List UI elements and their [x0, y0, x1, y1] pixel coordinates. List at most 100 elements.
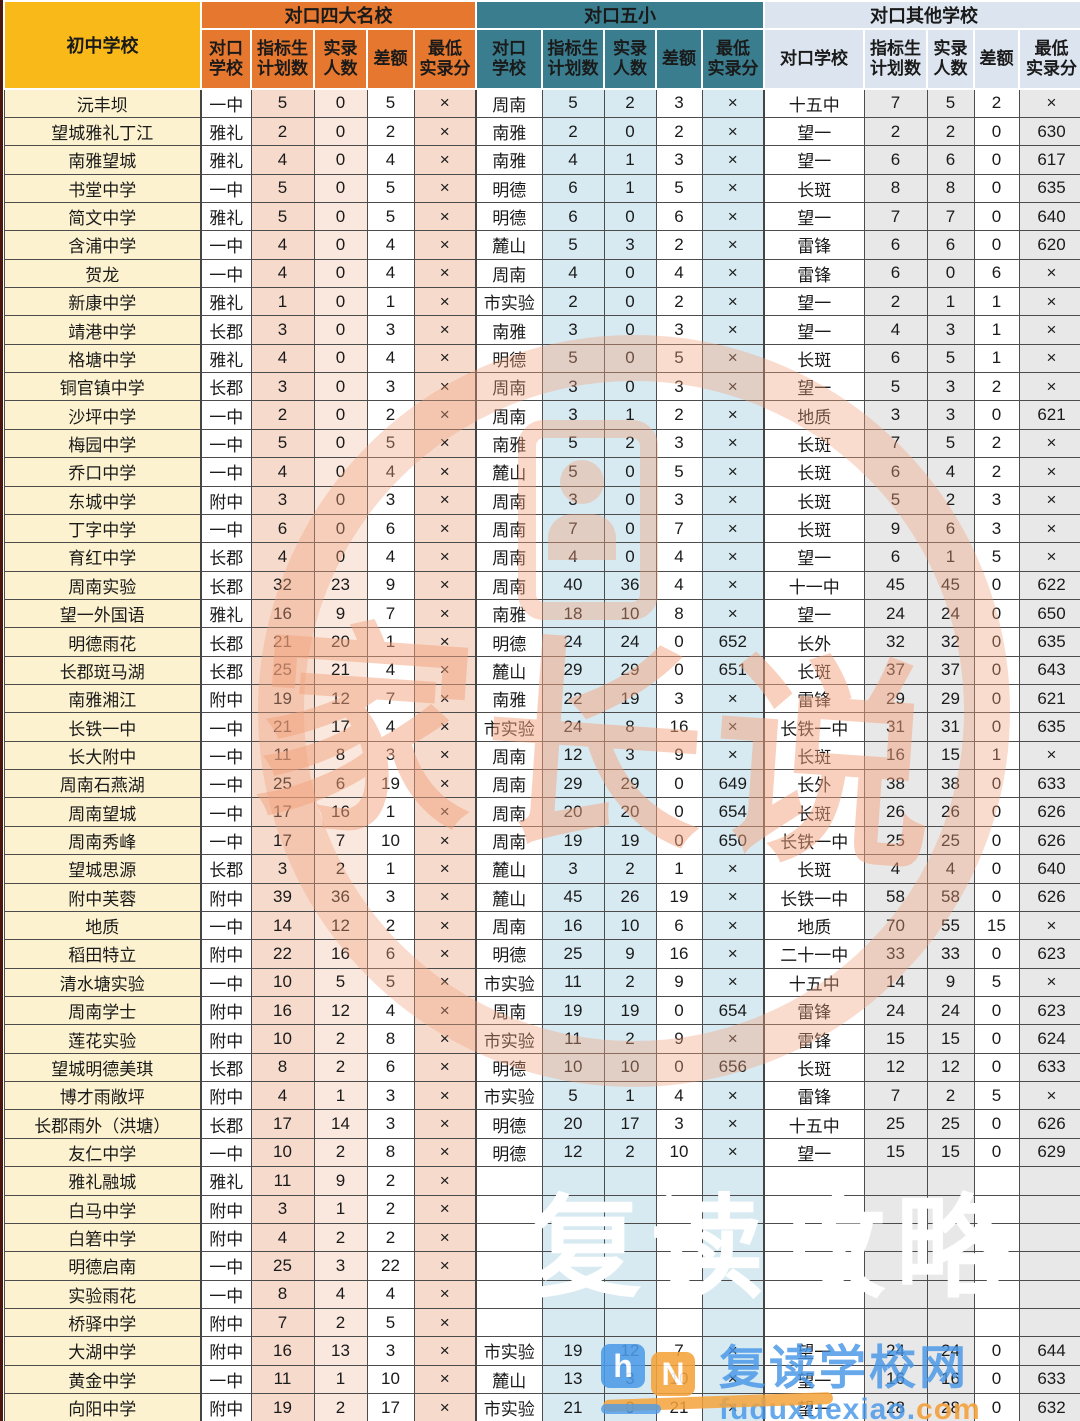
cell: 620	[1018, 230, 1080, 260]
cell: 地质	[763, 910, 865, 941]
cell: 0	[655, 627, 703, 657]
cell: 2	[366, 1194, 415, 1224]
cell: 33	[926, 939, 975, 969]
cell: 0	[973, 173, 1020, 203]
school-name: 桥驿中学	[3, 1307, 202, 1338]
table-row: 南雅湘江 附中 19 12 7 × 南雅 22 19 3 × 雷锋 29 29 0 621	[3, 684, 1080, 714]
cell: 3	[250, 485, 315, 515]
cell: 2	[973, 372, 1020, 402]
table-row: 长铁一中 一中 21 17 4 × 市实验 24 8 16 × 长铁一中 31 31 0 635	[3, 712, 1080, 742]
cell: 0	[973, 627, 1020, 657]
table-row: 周南望城 一中 17 16 1 × 周南 20 20 0 654 长斑 26 26 0 626	[3, 797, 1080, 827]
cell: ×	[701, 570, 765, 600]
table-row: 丁字中学 一中 6 0 6 × 周南 7 0 7 × 长斑 9 6 3 ×	[3, 513, 1080, 544]
cell: 0	[313, 173, 368, 203]
cell: 640	[1018, 201, 1080, 232]
cell: ×	[701, 598, 765, 629]
cell: ×	[701, 513, 765, 544]
cell: 6	[655, 201, 703, 232]
cell: 28	[926, 1393, 975, 1421]
cell: 望一	[763, 315, 865, 345]
cell	[973, 1279, 1020, 1309]
cell: 3	[655, 145, 703, 175]
cell: 9	[863, 513, 928, 544]
table-row: 周南石燕湖 一中 25 6 19 × 周南 29 29 0 649 长外 38 38 0 633	[3, 769, 1080, 799]
school-name: 周南实验	[3, 570, 202, 600]
cell: 2	[541, 287, 605, 317]
cell	[603, 1307, 657, 1338]
cell: 17	[603, 1109, 657, 1139]
cell: 58	[863, 882, 928, 912]
cell: 市实验	[475, 967, 543, 998]
cell: ×	[413, 372, 477, 402]
cell: 2	[973, 428, 1020, 459]
cell: 1	[926, 287, 975, 317]
cell: 0	[973, 854, 1020, 884]
cell: ×	[701, 684, 765, 714]
cell: 635	[1018, 173, 1080, 203]
cell: 3	[250, 315, 315, 345]
cell	[763, 1166, 865, 1196]
banner-text: 复读攻略	[529, 1185, 1018, 1311]
cell: 26	[603, 882, 657, 912]
cell	[603, 1166, 657, 1196]
cell: 0	[973, 1336, 1020, 1366]
cell: 3	[655, 485, 703, 515]
cell: 3	[655, 372, 703, 402]
cell	[655, 1307, 703, 1338]
cell: ×	[413, 400, 477, 430]
cell: 十五中	[763, 1109, 865, 1139]
cell: 0	[973, 230, 1020, 260]
school-name: 沙坪中学	[3, 400, 202, 430]
school-name: 长铁一中	[3, 712, 202, 742]
cell: 20	[541, 797, 605, 827]
cell: 1	[973, 343, 1020, 374]
cell: 3	[366, 315, 415, 345]
cell: 21	[250, 627, 315, 657]
cell: 15	[926, 1137, 975, 1168]
cell: 一中	[200, 400, 252, 430]
cell: 8	[313, 740, 368, 771]
cell: 16	[313, 939, 368, 969]
cell: 麓山	[475, 230, 543, 260]
cell: ×	[413, 201, 477, 232]
cell: ×	[413, 825, 477, 856]
cell: 2	[366, 1166, 415, 1196]
cell: 5	[863, 372, 928, 402]
cell: 4	[541, 258, 605, 289]
cell: 621	[1018, 400, 1080, 430]
cell: 长斑	[763, 173, 865, 203]
cell: 雷锋	[763, 1024, 865, 1054]
cell: 635	[1018, 627, 1080, 657]
cell: 0	[313, 457, 368, 487]
cell: 0	[973, 570, 1020, 600]
cell: 9	[603, 939, 657, 969]
cell: 2	[863, 287, 928, 317]
table-row: 书堂中学 一中 5 0 5 × 明德 6 1 5 × 长斑 8 8 0 635	[3, 173, 1080, 203]
cell: 4	[655, 542, 703, 572]
cell: 26	[863, 797, 928, 827]
cell: 3	[541, 372, 605, 402]
cell: 一中	[200, 457, 252, 487]
cell: 5	[655, 343, 703, 374]
cell	[701, 1251, 765, 1281]
cell: 望一	[763, 201, 865, 232]
cell: 6	[541, 173, 605, 203]
cell: 2	[655, 287, 703, 317]
table-row: 地质 一中 14 12 2 × 周南 16 10 6 × 地质 70 55 15 ×	[3, 910, 1080, 941]
cell: 6	[366, 1052, 415, 1083]
school-name: 靖港中学	[3, 315, 202, 345]
cell: 周南	[475, 797, 543, 827]
cell: 附中	[200, 882, 252, 912]
cell: 雅礼	[200, 145, 252, 175]
school-name: 梅园中学	[3, 428, 202, 459]
cell: 周南	[475, 910, 543, 941]
cell: 4	[250, 230, 315, 260]
cell: 0	[313, 428, 368, 459]
cell: 37	[926, 655, 975, 686]
cell	[863, 1307, 928, 1338]
cell: 16	[250, 598, 315, 629]
cell: 0	[313, 343, 368, 374]
cell: ×	[701, 882, 765, 912]
cell: 1	[603, 1081, 657, 1111]
